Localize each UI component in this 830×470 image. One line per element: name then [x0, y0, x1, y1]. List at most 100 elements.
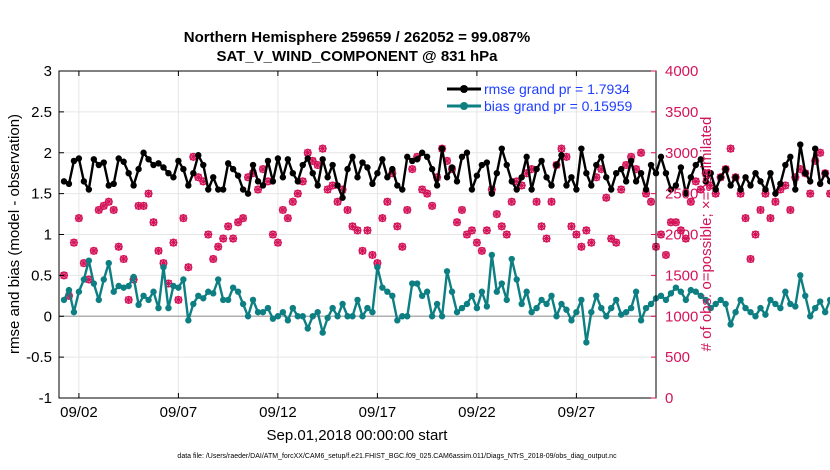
- obs-assimilated-point: [104, 197, 113, 206]
- rmse-point: [155, 160, 162, 167]
- obs-assimilated-point: [736, 189, 745, 198]
- bias-point: [185, 317, 192, 324]
- obs-assimilated-point: [378, 214, 387, 223]
- bias-point: [523, 288, 530, 295]
- rmse-point: [772, 190, 779, 197]
- bias-point: [732, 308, 739, 316]
- rmse-point: [289, 169, 297, 177]
- obs-assimilated-point: [154, 246, 163, 255]
- rmse-point: [115, 155, 122, 162]
- rmse-point: [757, 178, 764, 185]
- rmse-point: [244, 190, 252, 197]
- bias-point: [707, 304, 714, 312]
- rmse-point: [180, 165, 187, 173]
- bias-point: [418, 292, 426, 300]
- bias-point: [249, 296, 257, 304]
- bias-point: [404, 313, 411, 320]
- bias-point: [334, 313, 341, 320]
- obs-assimilated-point: [338, 185, 347, 194]
- rmse-point: [443, 174, 451, 181]
- obs-assimilated-point: [477, 246, 486, 255]
- obs-assimilated-point: [224, 222, 233, 231]
- obs-assimilated-point: [368, 250, 377, 259]
- rmse-point: [821, 169, 829, 177]
- bias-point: [90, 280, 98, 287]
- bias-point: [190, 300, 197, 308]
- obs-assimilated-point: [647, 197, 656, 206]
- bias-point: [379, 284, 386, 291]
- obs-assimilated-point: [701, 169, 710, 178]
- y-axis-label: rmse and bias (model - observation): [6, 114, 23, 354]
- bias-point: [170, 282, 177, 290]
- rmse-point: [195, 152, 202, 159]
- bias-point: [518, 300, 525, 308]
- obs-assimilated-point: [164, 279, 173, 288]
- y-tick-label: -0.5: [26, 349, 52, 366]
- bias-point: [409, 280, 416, 287]
- bias-point: [717, 296, 724, 304]
- obs-assimilated-point: [124, 295, 133, 304]
- bias-point: [737, 296, 744, 304]
- obs-assimilated-point: [666, 218, 675, 227]
- obs-assimilated-point: [537, 222, 546, 231]
- rmse-point: [200, 161, 207, 169]
- legend-rmse-marker: [460, 85, 468, 93]
- rmse-point: [543, 174, 550, 181]
- bias-point: [558, 300, 565, 308]
- bias-point: [145, 296, 152, 304]
- rmse-point: [812, 145, 819, 152]
- bias-point: [279, 308, 287, 316]
- rmse-point: [418, 149, 426, 156]
- obs-assimilated-point: [323, 185, 332, 194]
- bias-point: [687, 286, 695, 294]
- obs-assimilated-point: [547, 197, 556, 206]
- rmse-point: [632, 178, 640, 185]
- x-tick-label: 09/27: [558, 404, 596, 421]
- rmse-point: [826, 178, 830, 185]
- bias-point: [155, 304, 162, 312]
- obs-assimilated-point: [642, 189, 651, 198]
- bias-point: [110, 288, 117, 295]
- bias-point: [219, 296, 227, 304]
- bias-point: [797, 272, 804, 279]
- obs-assimilated-point: [781, 181, 790, 190]
- obs-assimilated-point: [602, 193, 611, 202]
- bias-point: [239, 300, 247, 308]
- x-tick-label: 09/17: [359, 404, 397, 421]
- bias-point: [563, 306, 570, 313]
- bias-point: [573, 308, 580, 316]
- bias-point: [105, 259, 112, 267]
- bias-point: [578, 296, 585, 304]
- obs-assimilated-point: [74, 214, 83, 223]
- rmse-point: [160, 164, 167, 171]
- rmse-point: [309, 169, 316, 177]
- rmse-point: [423, 153, 431, 161]
- legend: rmse grand pr = 1.7934 bias grand pr = 0…: [447, 81, 632, 114]
- bias-point: [414, 280, 421, 287]
- rmse-point: [259, 182, 267, 189]
- rmse-point: [120, 158, 127, 165]
- obs-assimilated-point: [572, 230, 581, 239]
- obs-assimilated-point: [234, 218, 243, 227]
- data-file-footnote: data file: /Users/raeder/DAI/ATM_forcXX/…: [177, 453, 617, 460]
- rmse-point: [777, 180, 784, 188]
- bias-point: [493, 288, 500, 295]
- bias-point: [816, 298, 824, 305]
- obs-assimilated-point: [577, 242, 586, 251]
- rmse-point: [473, 172, 481, 179]
- rmse-point: [737, 186, 744, 193]
- obs-assimilated-point: [393, 222, 402, 231]
- bias-point: [264, 304, 272, 312]
- rmse-point: [617, 165, 625, 173]
- rmse-point: [359, 159, 366, 166]
- rmse-point: [453, 178, 461, 185]
- rmse-point: [274, 155, 282, 162]
- obs-assimilated-point: [706, 181, 715, 190]
- obs-assimilated-point: [244, 173, 253, 182]
- rmse-point: [558, 152, 565, 159]
- obs-assimilated-point: [109, 205, 118, 214]
- obs-assimilated-point: [69, 238, 78, 247]
- bias-point: [593, 292, 600, 300]
- obs-assimilated-point: [453, 218, 461, 227]
- rmse-point: [682, 190, 690, 197]
